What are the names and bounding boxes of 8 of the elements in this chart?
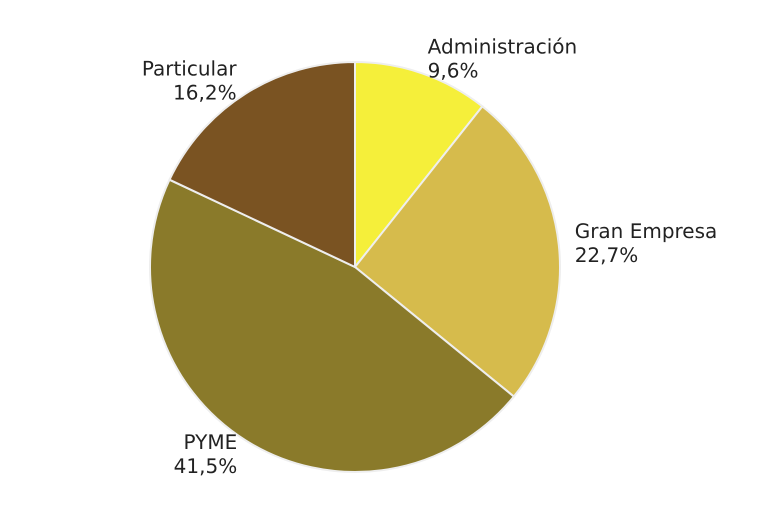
data-label: 41,5% [174,454,238,478]
slice-label: Gran Empresa [574,219,718,244]
slice-label: Administración [428,34,578,58]
data-label: 9,6% [428,58,478,82]
slice-label: Particular [142,56,238,80]
data-label: 16,2% [173,80,237,104]
slice-label: PYME [184,430,238,454]
data-label: 22,7% [574,243,638,268]
